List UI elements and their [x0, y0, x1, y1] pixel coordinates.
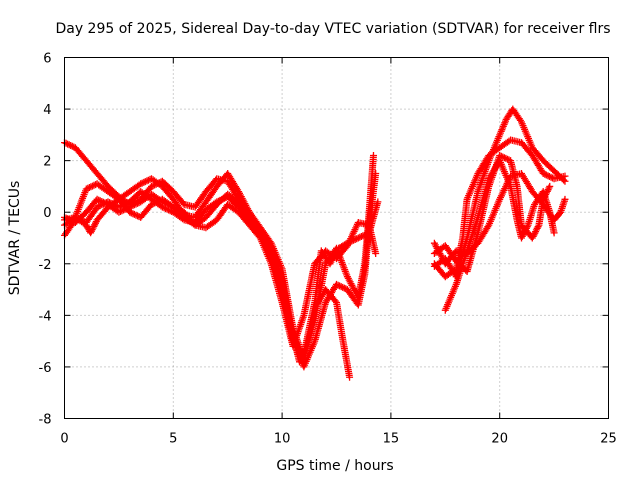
x-tick-label: 15 [383, 432, 400, 447]
data-series-track-5 [61, 190, 380, 350]
y-tick-label: 6 [43, 52, 51, 67]
chart-title: Day 295 of 2025, Sidereal Day-to-day VTE… [55, 21, 610, 37]
y-tick-label: 2 [43, 155, 51, 170]
data-series-track-9 [430, 105, 569, 281]
x-tick-label: 25 [600, 432, 617, 447]
y-tick-label: -4 [39, 309, 52, 324]
y-tick-label: 0 [43, 206, 51, 221]
data-series-track-10 [430, 152, 554, 275]
y-axis-label: SDTVAR / TECUs [7, 181, 23, 296]
y-tick-label: -2 [39, 258, 52, 273]
y-tick-label: 4 [43, 103, 51, 118]
y-tick-label: -6 [39, 361, 52, 376]
x-tick-label: 5 [169, 432, 177, 447]
grid [64, 57, 609, 419]
y-tick-label: -8 [39, 413, 52, 428]
x-tick-label: 10 [274, 432, 291, 447]
x-axis-label: GPS time / hours [276, 458, 393, 474]
plot-frame [64, 57, 609, 419]
x-tick-label: 20 [491, 432, 508, 447]
data-points [61, 105, 569, 381]
x-tick-label: 0 [60, 432, 68, 447]
